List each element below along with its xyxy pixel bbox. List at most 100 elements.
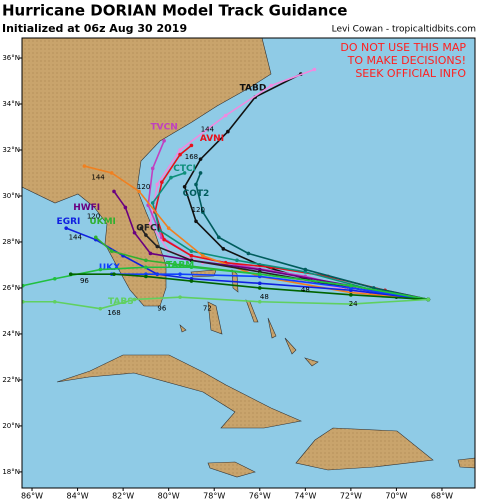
track-point	[98, 306, 103, 311]
track-point	[150, 166, 155, 171]
track-label: TABD	[240, 83, 267, 93]
track-point	[137, 189, 141, 194]
track-point	[68, 272, 73, 276]
y-tick-label: 20°N	[2, 422, 20, 430]
track-point	[235, 258, 239, 263]
track-point	[150, 201, 155, 205]
hour-label: 168	[185, 153, 198, 161]
track-point	[93, 235, 98, 240]
track-point	[182, 171, 187, 175]
x-tick-label: 86°W	[21, 492, 43, 500]
track-point	[349, 293, 353, 297]
track-point	[226, 129, 230, 134]
tracks: TABD TVCN AVNI CTCI COT2 HWFI OFCI EGRI UKMI UKX T…	[22, 67, 431, 317]
track-point	[189, 265, 194, 270]
track-label: TVCN	[150, 122, 177, 132]
hour-label: 120	[137, 183, 150, 191]
track-line	[22, 296, 429, 310]
y-tick-label: 28°N	[2, 238, 20, 246]
track-point	[22, 283, 25, 288]
hour-label: 168	[107, 309, 120, 317]
track-point	[303, 267, 308, 272]
track-point	[189, 279, 194, 283]
track-point	[82, 164, 87, 168]
track-point	[349, 283, 353, 288]
hour-label: 48	[301, 286, 310, 294]
us-mainland	[22, 38, 272, 307]
track-point	[246, 251, 251, 256]
track-point	[178, 295, 182, 299]
track-line	[111, 273, 429, 301]
y-tick-label: 34°N	[2, 100, 20, 108]
track-point	[162, 138, 166, 143]
track-point	[178, 263, 182, 267]
track-line	[22, 266, 429, 301]
y-tick-label: 24°N	[2, 330, 20, 338]
track-point	[182, 184, 187, 189]
track-label: EGRI	[57, 217, 81, 227]
hour-label: 24	[349, 300, 358, 308]
track-point	[312, 67, 317, 72]
track-point	[123, 205, 128, 210]
hour-label: 144	[91, 174, 105, 182]
track-point	[112, 189, 116, 194]
y-tick-label: 18°N	[2, 468, 20, 476]
frame	[21, 37, 476, 489]
hour-label: 96	[157, 305, 166, 313]
track-point	[132, 297, 137, 302]
track-label: OFCI	[136, 224, 160, 234]
track-point	[257, 272, 262, 276]
track-point	[216, 235, 221, 240]
track-point	[198, 157, 203, 161]
credit: Levi Cowan - tropicaltidbits.com	[332, 25, 476, 35]
jamaica	[207, 461, 256, 478]
track-point	[198, 171, 203, 175]
track-label: CTCI	[173, 164, 196, 174]
track-point	[132, 230, 137, 235]
track-point	[194, 219, 198, 224]
track-point	[201, 210, 205, 214]
y-tick-label: 26°N	[2, 284, 20, 292]
track-point	[144, 265, 148, 270]
track-point	[144, 274, 148, 279]
track-point	[160, 180, 164, 184]
track-point	[257, 286, 262, 290]
hour-label: 96	[80, 277, 89, 285]
x-tick-label: 78°W	[203, 492, 225, 500]
x-tick-label: 76°W	[249, 492, 271, 500]
track-point	[109, 249, 114, 253]
land	[22, 38, 475, 478]
track-line	[195, 172, 429, 301]
x-tick-label: 82°W	[112, 492, 134, 500]
track-point	[139, 226, 144, 230]
hour-label: 72	[203, 305, 212, 313]
track-point	[221, 247, 226, 251]
track-point	[144, 258, 148, 263]
warning-line: DO NOT USE THIS MAP	[340, 41, 466, 54]
track-label: UKX	[99, 263, 120, 273]
warning-line: TO MAKE DECISIONS!	[347, 54, 466, 67]
x-tick-label: 84°W	[67, 492, 89, 500]
track-point	[178, 152, 182, 157]
track-point	[144, 233, 148, 237]
track-point	[257, 299, 262, 304]
track-point	[22, 299, 25, 304]
track-point	[257, 281, 262, 286]
x-tick-label: 74°W	[294, 492, 316, 500]
track-point	[189, 249, 194, 253]
y-tick-label: 36°N	[2, 54, 20, 62]
track-label: COT2	[183, 189, 210, 199]
track-point	[189, 143, 194, 148]
hispaniola	[295, 427, 434, 471]
y-tick-label: 30°N	[2, 192, 20, 200]
x-tick-label: 80°W	[158, 492, 180, 500]
track-label: HWFI	[73, 203, 100, 213]
track-point	[169, 175, 173, 180]
track-point	[98, 267, 103, 272]
warning-line: SEEK OFFICIAL INFO	[355, 67, 466, 80]
cuba	[56, 354, 303, 429]
track-point	[52, 299, 57, 304]
track-point	[166, 226, 171, 230]
track-point	[155, 182, 160, 187]
